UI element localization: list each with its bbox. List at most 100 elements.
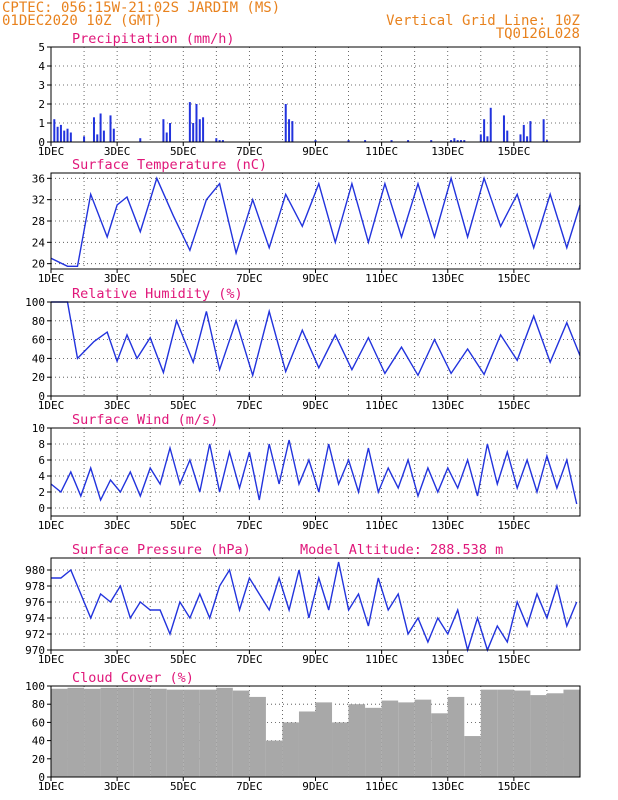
series-line bbox=[50, 175, 581, 267]
precip-bar bbox=[162, 119, 165, 142]
x-tick-label: 11DEC bbox=[365, 399, 398, 412]
cloud-bar bbox=[431, 713, 448, 777]
cloud-bar bbox=[249, 696, 266, 777]
y-tick-label: 60 bbox=[32, 334, 45, 347]
y-tick-label: 5 bbox=[38, 41, 45, 54]
cloud-bar bbox=[381, 700, 399, 777]
precip-bar bbox=[202, 117, 205, 142]
x-tick-label: 5DEC bbox=[170, 653, 197, 666]
x-tick-label: 9DEC bbox=[302, 272, 329, 285]
y-tick-label: 970 bbox=[25, 644, 45, 657]
y-tick-label: 3 bbox=[38, 79, 45, 92]
x-tick-label: 1DEC bbox=[38, 272, 65, 285]
chart-panel-5: 970 972 974 976 978 980 1DEC 3DEC 5DEC 7DEC 9DEC 11… bbox=[25, 542, 581, 666]
plot-frame bbox=[50, 557, 581, 651]
x-tick-label: 3DEC bbox=[104, 272, 131, 285]
series-line bbox=[50, 439, 578, 505]
precip-bar bbox=[450, 140, 453, 142]
x-tick-label: 11DEC bbox=[365, 272, 398, 285]
cloud-bar bbox=[166, 689, 184, 777]
y-tick-label: 0 bbox=[38, 136, 45, 149]
y-tick-label: 4 bbox=[38, 470, 45, 483]
y-tick-label: 0 bbox=[38, 502, 45, 515]
y-tick-label: 6 bbox=[38, 454, 45, 467]
x-tick-label: 9DEC bbox=[302, 780, 329, 793]
meteogram-panels: 0 1 2 3 4 5 1DEC 3DEC 5DEC 7DEC 9DEC 11DEC 13DEC 15DE… bbox=[25, 31, 581, 793]
x-tick-label: 5DEC bbox=[170, 780, 197, 793]
x-tick-label: 15DEC bbox=[497, 780, 530, 793]
cloud-bar bbox=[199, 689, 217, 777]
y-tick-label: 2 bbox=[38, 98, 45, 111]
series-line bbox=[51, 561, 578, 653]
panel-title: Cloud Cover (%) bbox=[72, 670, 194, 686]
chart-panel-3: 0 20 40 60 80 100 1DEC 3DEC 5DEC 7DEC 9DEC 11DEC 13D… bbox=[25, 286, 581, 412]
panel-title: Surface Pressure (hPa) bbox=[72, 542, 251, 558]
y-tick-label: 20 bbox=[32, 753, 45, 766]
header-date: 01DEC2020 10Z (GMT) bbox=[2, 13, 162, 29]
x-tick-label: 11DEC bbox=[365, 145, 398, 158]
precip-bar bbox=[456, 140, 459, 142]
precip-bar bbox=[102, 130, 105, 142]
precip-bar bbox=[92, 117, 95, 142]
cloud-bar bbox=[480, 689, 498, 777]
cloud-bar bbox=[332, 722, 349, 777]
panel-title: Relative Humidity (%) bbox=[72, 286, 243, 302]
precip-bar bbox=[96, 134, 99, 142]
cloud-bar bbox=[298, 711, 316, 777]
precip-bar bbox=[545, 140, 548, 142]
precip-bar bbox=[169, 123, 172, 142]
y-tick-label: 10 bbox=[32, 422, 45, 435]
y-tick-label: 980 bbox=[25, 564, 45, 577]
x-tick-label: 11DEC bbox=[365, 519, 398, 532]
x-tick-label: 3DEC bbox=[104, 780, 131, 793]
precip-bar bbox=[407, 140, 410, 142]
precip-bar bbox=[506, 130, 509, 142]
precip-bar bbox=[218, 140, 221, 142]
x-tick-label: 11DEC bbox=[365, 653, 398, 666]
cloud-bar bbox=[265, 740, 283, 777]
precip-bar bbox=[489, 107, 492, 142]
y-tick-label: 974 bbox=[25, 612, 45, 625]
cloud-bar bbox=[348, 704, 366, 777]
precip-bar bbox=[192, 123, 195, 142]
x-tick-label: 7DEC bbox=[236, 399, 263, 412]
x-tick-label: 15DEC bbox=[497, 653, 530, 666]
precip-bar bbox=[526, 136, 529, 142]
y-tick-label: 8 bbox=[38, 438, 45, 451]
y-tick-label: 100 bbox=[25, 680, 45, 693]
x-tick-label: 1DEC bbox=[38, 653, 65, 666]
x-tick-label: 5DEC bbox=[170, 145, 197, 158]
precip-bar bbox=[502, 115, 505, 142]
x-tick-label: 7DEC bbox=[236, 145, 263, 158]
y-tick-label: 28 bbox=[32, 215, 45, 228]
precip-bar bbox=[463, 140, 466, 142]
precip-bar bbox=[542, 119, 545, 142]
y-tick-label: 20 bbox=[32, 258, 45, 271]
x-tick-label: 11DEC bbox=[365, 780, 398, 793]
y-tick-label: 0 bbox=[38, 390, 45, 403]
precip-bar bbox=[66, 128, 69, 142]
x-tick-label: 7DEC bbox=[236, 519, 263, 532]
cloud-bar bbox=[232, 690, 250, 777]
cloud-bar bbox=[183, 689, 200, 777]
cloud-bar bbox=[365, 707, 382, 777]
cloud-bar bbox=[100, 687, 118, 777]
precip-bar bbox=[69, 132, 72, 142]
y-tick-label: 978 bbox=[25, 580, 45, 593]
cloud-bar bbox=[546, 693, 564, 777]
x-tick-label: 7DEC bbox=[236, 653, 263, 666]
precip-bar bbox=[109, 115, 112, 142]
precip-bar bbox=[56, 126, 59, 142]
precip-bar bbox=[53, 119, 56, 142]
x-tick-label: 13DEC bbox=[431, 145, 464, 158]
header-model: TQ0126L028 bbox=[496, 26, 580, 42]
precip-bar bbox=[195, 104, 198, 142]
x-tick-label: 1DEC bbox=[38, 399, 65, 412]
x-tick-label: 1DEC bbox=[38, 519, 65, 532]
precip-bar bbox=[529, 121, 532, 142]
cloud-bar bbox=[84, 688, 101, 777]
cloud-bar bbox=[563, 689, 580, 777]
y-tick-label: 24 bbox=[32, 236, 46, 249]
x-tick-label: 9DEC bbox=[302, 145, 329, 158]
chart-panel-6: 0 20 40 60 80 100 1DEC 3DEC 5DEC 7DEC 9DEC 11DEC 13D… bbox=[25, 670, 581, 793]
